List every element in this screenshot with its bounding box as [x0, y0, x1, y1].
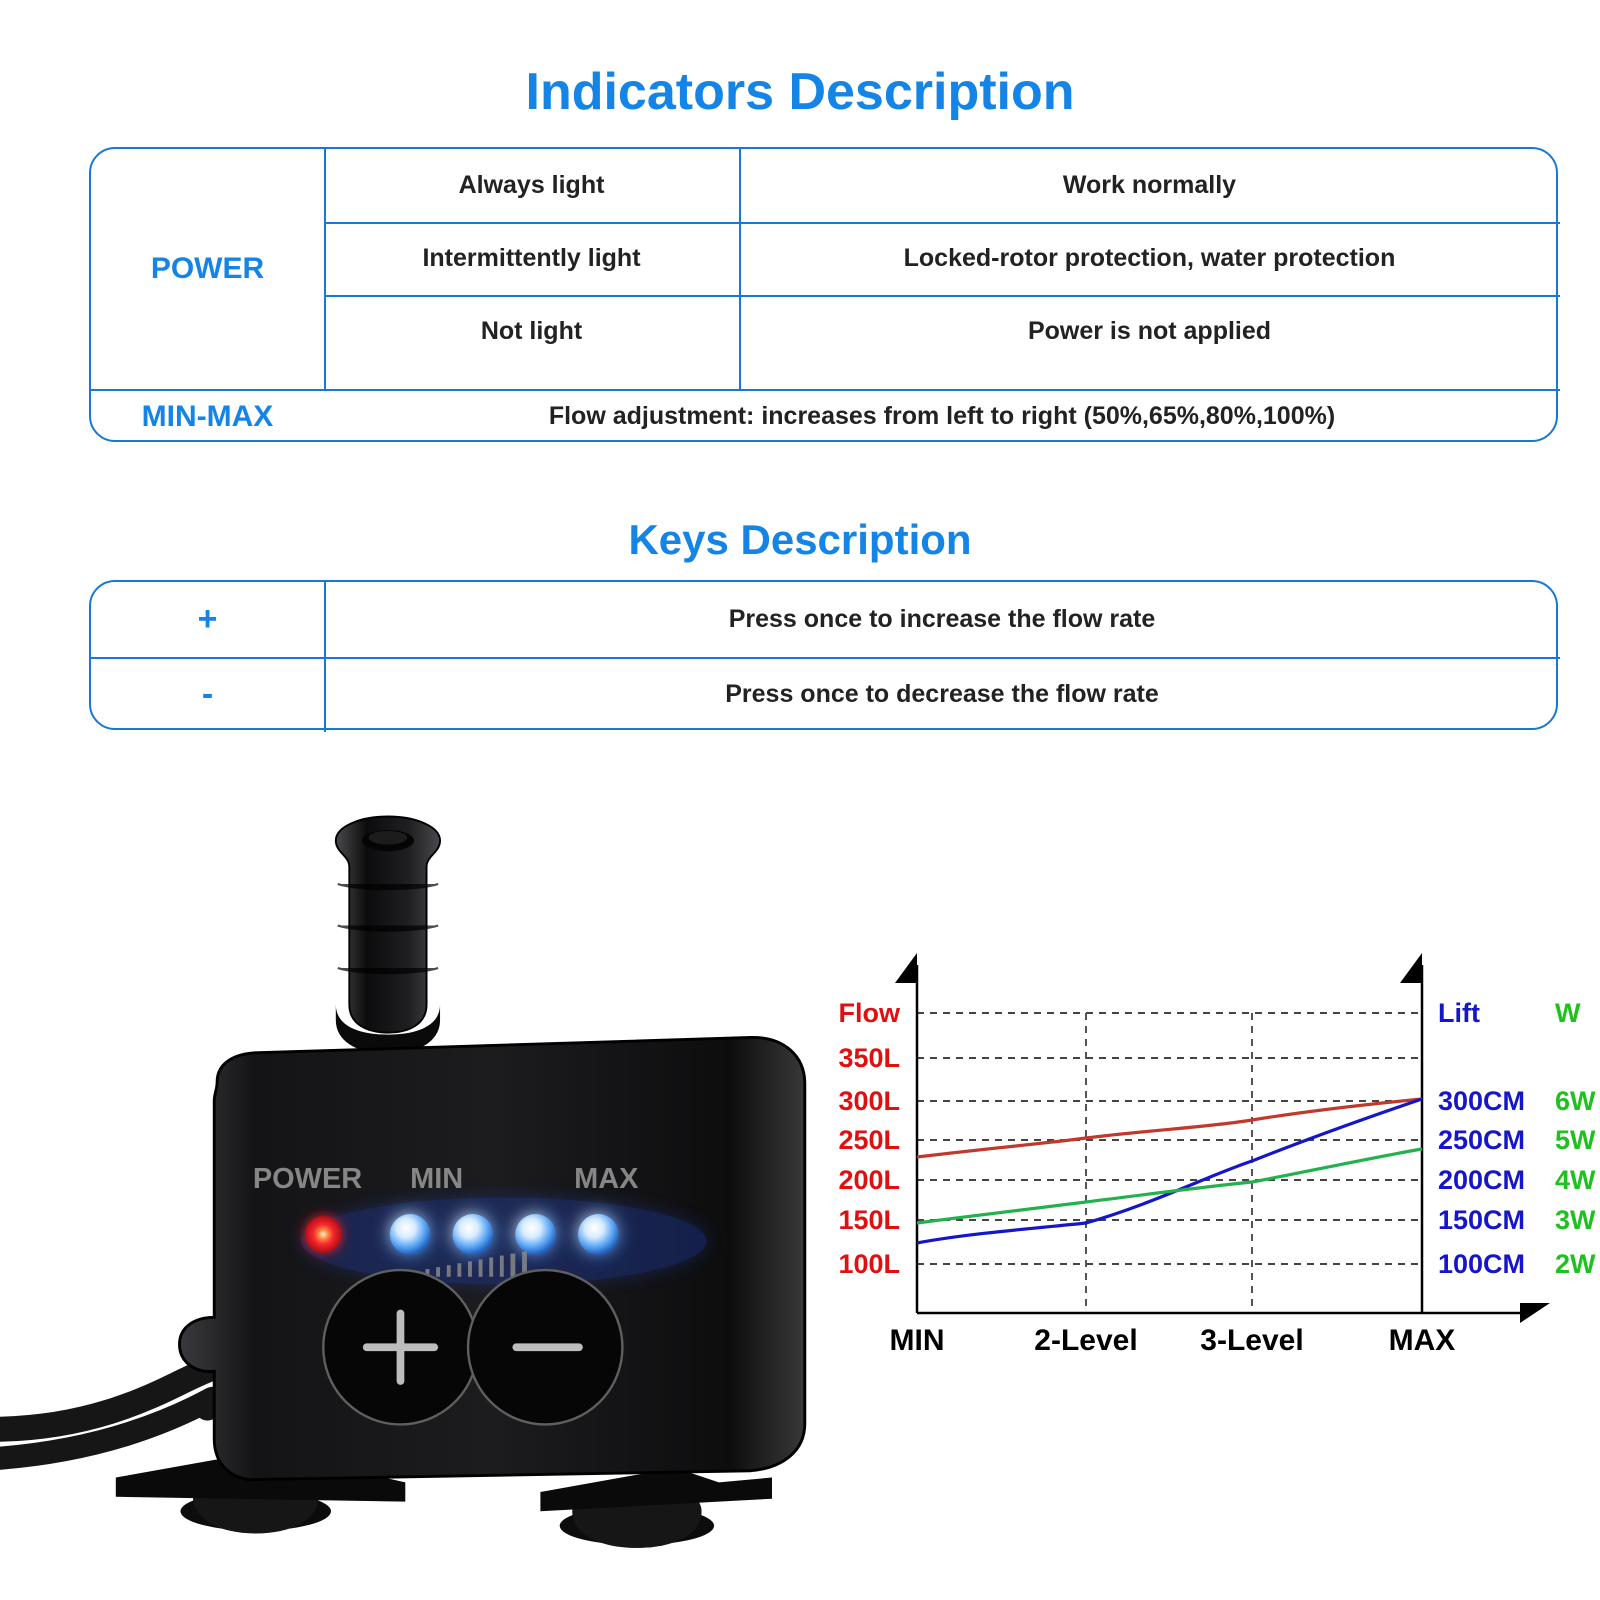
svg-text:2W: 2W [1555, 1249, 1596, 1279]
svg-text:MAX: MAX [1389, 1324, 1456, 1357]
svg-text:Flow: Flow [839, 998, 901, 1028]
svg-text:300L: 300L [838, 1086, 900, 1116]
svg-text:200CM: 200CM [1438, 1165, 1525, 1195]
svg-text:200L: 200L [838, 1165, 900, 1195]
svg-text:350L: 350L [838, 1043, 900, 1073]
svg-text:4W: 4W [1555, 1165, 1596, 1195]
svg-text:W: W [1555, 998, 1581, 1028]
svg-text:2-Level: 2-Level [1034, 1324, 1137, 1357]
svg-text:POWER: POWER [253, 1163, 362, 1195]
svg-text:6W: 6W [1555, 1086, 1596, 1116]
svg-text:300CM: 300CM [1438, 1086, 1525, 1116]
svg-text:5W: 5W [1555, 1125, 1596, 1155]
svg-text:250L: 250L [838, 1125, 900, 1155]
svg-text:100CM: 100CM [1438, 1249, 1525, 1279]
svg-text:Lift: Lift [1438, 998, 1480, 1028]
svg-text:150CM: 150CM [1438, 1205, 1525, 1235]
svg-text:250CM: 250CM [1438, 1125, 1525, 1155]
svg-text:3-Level: 3-Level [1200, 1324, 1303, 1357]
svg-text:3W: 3W [1555, 1205, 1596, 1235]
svg-text:MIN: MIN [410, 1163, 463, 1195]
svg-text:MAX: MAX [574, 1163, 639, 1195]
svg-text:MIN: MIN [890, 1324, 945, 1357]
svg-text:100L: 100L [838, 1249, 900, 1279]
svg-text:150L: 150L [838, 1205, 900, 1235]
